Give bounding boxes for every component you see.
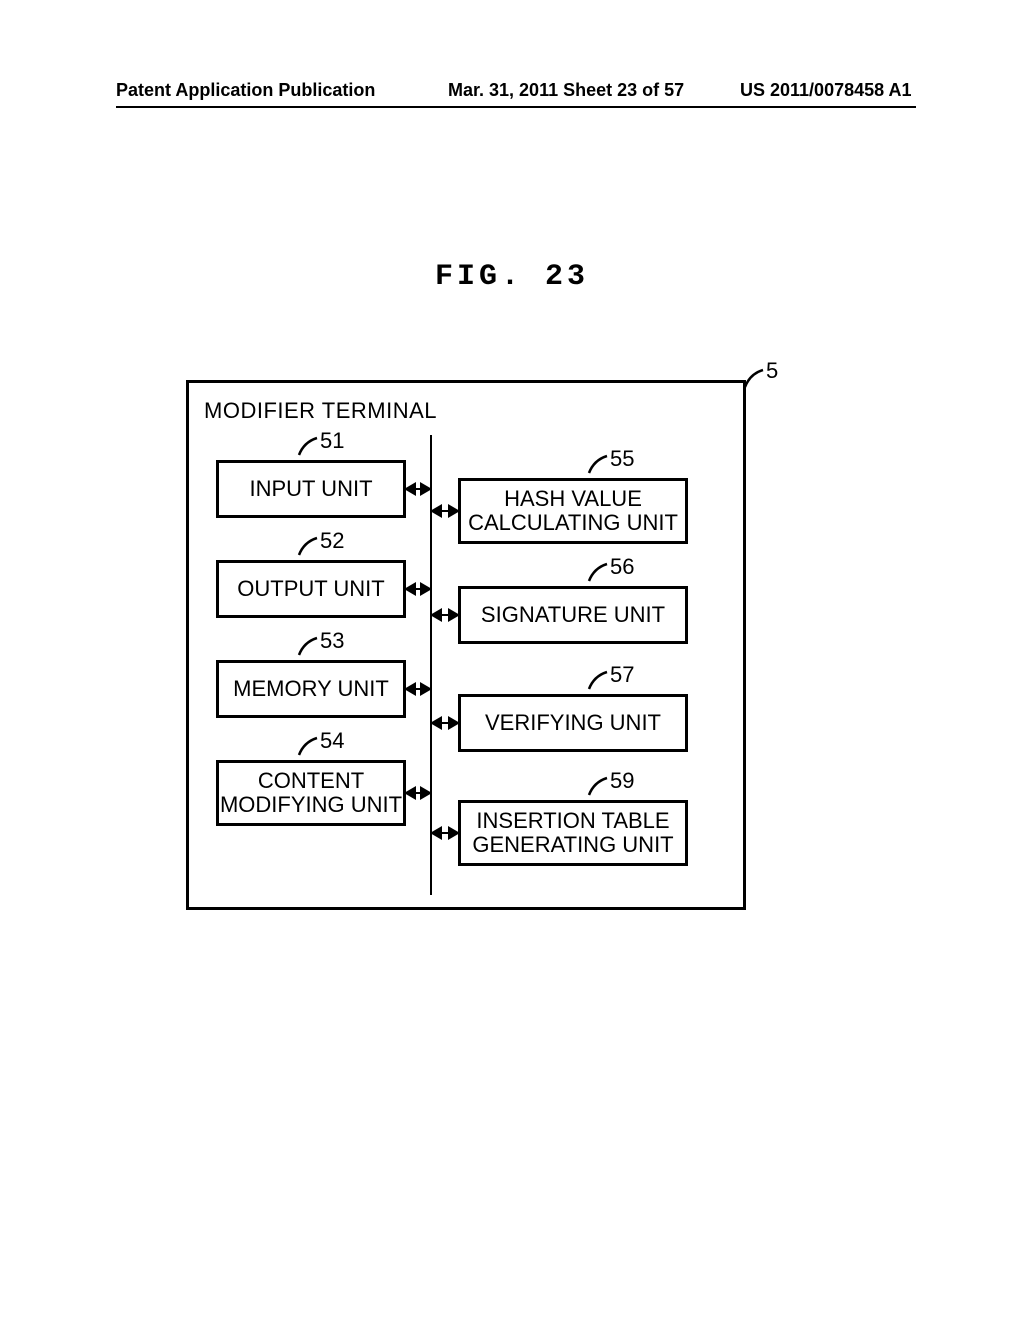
memory-unit-label: MEMORY UNIT	[233, 677, 389, 701]
output-unit-box: OUTPUT UNIT	[216, 560, 406, 618]
arrow-55-bus	[432, 510, 458, 512]
arrow-57-bus	[432, 722, 458, 724]
leader-54	[298, 736, 318, 756]
leader-53	[298, 636, 318, 656]
header-center: Mar. 31, 2011 Sheet 23 of 57	[448, 80, 684, 101]
verifying-unit-box: VERIFYING UNIT	[458, 694, 688, 752]
page: Patent Application Publication Mar. 31, …	[0, 0, 1024, 1320]
figure-title: FIG. 23	[0, 260, 1024, 294]
leader-55	[588, 454, 608, 474]
ref-51: 51	[320, 428, 344, 454]
arrow-51-bus	[406, 488, 430, 490]
content-modifying-unit-label: CONTENT MODIFYING UNIT	[220, 769, 402, 817]
signature-unit-label: SIGNATURE UNIT	[481, 603, 665, 627]
content-modifying-unit-box: CONTENT MODIFYING UNIT	[216, 760, 406, 826]
modifier-terminal-label: MODIFIER TERMINAL	[204, 398, 437, 424]
ref-56: 56	[610, 554, 634, 580]
ref-5: 5	[766, 358, 778, 384]
verifying-unit-label: VERIFYING UNIT	[485, 711, 661, 735]
ref-55: 55	[610, 446, 634, 472]
input-unit-box: INPUT UNIT	[216, 460, 406, 518]
ref-59: 59	[610, 768, 634, 794]
leader-5	[744, 368, 764, 388]
insertion-table-gen-unit-label: INSERTION TABLE GENERATING UNIT	[472, 809, 673, 857]
hash-value-calc-unit-box: HASH VALUE CALCULATING UNIT	[458, 478, 688, 544]
ref-54: 54	[320, 728, 344, 754]
hash-value-calc-unit-label: HASH VALUE CALCULATING UNIT	[468, 487, 678, 535]
output-unit-label: OUTPUT UNIT	[237, 577, 384, 601]
input-unit-label: INPUT UNIT	[249, 477, 372, 501]
header-right: US 2011/0078458 A1	[740, 80, 911, 101]
ref-53: 53	[320, 628, 344, 654]
arrow-53-bus	[406, 688, 430, 690]
ref-57: 57	[610, 662, 634, 688]
leader-51	[298, 436, 318, 456]
header-left: Patent Application Publication	[116, 80, 375, 101]
arrow-54-bus	[406, 792, 430, 794]
header-rule	[116, 106, 916, 108]
leader-59	[588, 776, 608, 796]
leader-56	[588, 562, 608, 582]
arrow-56-bus	[432, 614, 458, 616]
arrow-59-bus	[432, 832, 458, 834]
memory-unit-box: MEMORY UNIT	[216, 660, 406, 718]
arrow-52-bus	[406, 588, 430, 590]
ref-52: 52	[320, 528, 344, 554]
signature-unit-box: SIGNATURE UNIT	[458, 586, 688, 644]
leader-57	[588, 670, 608, 690]
leader-52	[298, 536, 318, 556]
insertion-table-gen-unit-box: INSERTION TABLE GENERATING UNIT	[458, 800, 688, 866]
